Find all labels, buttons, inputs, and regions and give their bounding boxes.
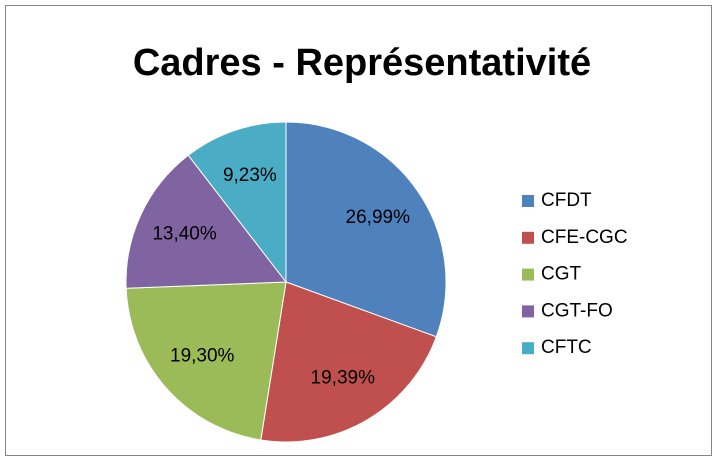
legend-label: CGT-FO [541, 300, 613, 321]
data-label: 13,40% [152, 224, 217, 245]
data-label: 9,23% [223, 165, 277, 186]
legend-label: CFDT [541, 190, 592, 211]
pie-slice [125, 154, 287, 289]
legend-swatch [522, 342, 534, 355]
legend-label: CFTC [541, 337, 592, 358]
data-label: 19,39% [311, 368, 376, 389]
legend-swatch [522, 231, 534, 244]
data-label: 19,30% [170, 345, 235, 366]
legend-label: CFE-CGC [541, 227, 628, 248]
pie-slice [285, 121, 447, 338]
legend-swatch [522, 305, 534, 318]
data-label: 26,99% [346, 207, 411, 228]
legend-label: CGT [541, 264, 582, 285]
pie-slice [187, 121, 287, 284]
pie-slice [125, 281, 287, 441]
legend-swatch [522, 268, 534, 281]
pie-slice [260, 281, 437, 443]
chart-title: Cadres - Représentativité [133, 42, 591, 84]
legend-swatch [522, 195, 534, 207]
